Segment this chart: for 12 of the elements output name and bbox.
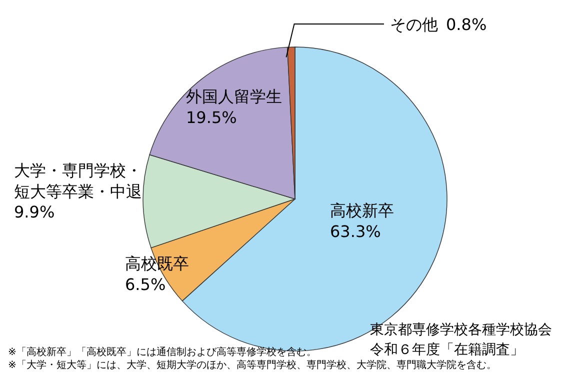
slice-label: 大学・専門学校・短大等卒業・中退 [14,161,142,201]
text: ※「大学・短大等」には、大学、短期大学のほか、高等専門学校、専門学校、大学院、専門職大学院を含む。 [8,359,496,372]
data-label: 6.5% [125,274,166,294]
data-label: 9.9% [14,202,55,222]
slice-label: 高校新卒 [330,201,394,220]
text: 令和６年度「在籍調査」 [370,341,525,360]
slice-label: 高校既卒 [125,254,189,273]
data-label: 19.5% [186,108,237,127]
slice-label: その他 0.8% [390,15,487,34]
data-label: 63.3% [330,222,381,241]
slice-label: 外国人留学生 [186,87,282,106]
text: 東京都専修学校各種学校協会 [370,321,552,340]
